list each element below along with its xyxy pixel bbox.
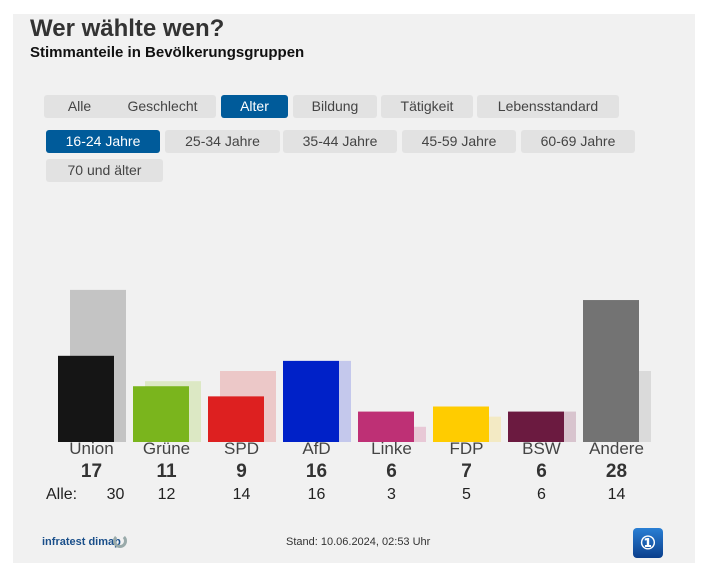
page-subtitle: Stimmanteile in Bevölkerungsgruppen (30, 44, 305, 61)
party-label: Linke (371, 439, 412, 458)
tab-3[interactable]: Bildung (293, 95, 377, 118)
bar-group-6 (508, 411, 564, 442)
subtab-2[interactable]: 35-44 Jahre (283, 130, 397, 153)
party-label: FDP (449, 439, 484, 458)
alle-value: 12 (157, 486, 176, 503)
alle-value: 14 (607, 486, 626, 503)
party-label: BSW (522, 439, 561, 458)
party-label: Andere (589, 439, 644, 458)
group-value: 16 (305, 461, 328, 482)
bar-group-5 (433, 406, 489, 442)
infratest-logo-icon (113, 534, 127, 548)
alle-prefix: Alle: (46, 486, 78, 503)
party-label: Union (69, 439, 114, 458)
alle-value: 5 (462, 486, 471, 503)
bar-group-4 (358, 411, 414, 442)
tab-4[interactable]: Tätigkeit (381, 95, 473, 118)
bar-group-7 (583, 300, 639, 442)
infratest-dimap-logo: infratest dimap (42, 536, 121, 548)
subtab-3[interactable]: 45-59 Jahre (402, 130, 516, 153)
party-label: AfD (302, 439, 331, 458)
subtab-0[interactable]: 16-24 Jahre (46, 130, 160, 153)
party-label: SPD (224, 439, 259, 458)
alle-value: 6 (537, 486, 546, 503)
page-title: Wer wählte wen? (30, 15, 225, 42)
subtab-5[interactable]: 70 und älter (46, 159, 163, 182)
tab-1[interactable]: Geschlecht (109, 95, 216, 118)
group-value: 28 (605, 461, 628, 482)
subtab-4[interactable]: 60-69 Jahre (521, 130, 635, 153)
alle-value: 16 (307, 486, 326, 503)
party-label: Grüne (142, 439, 191, 458)
group-value: 6 (536, 461, 547, 482)
group-value: 9 (236, 461, 247, 482)
tab-5[interactable]: Lebensstandard (477, 95, 619, 118)
timestamp: Stand: 10.06.2024, 02:53 Uhr (286, 536, 431, 548)
group-value: 6 (386, 461, 397, 482)
bar-group-1 (133, 386, 189, 442)
bar-group-0 (58, 355, 114, 442)
subtab-1[interactable]: 25-34 Jahre (165, 130, 280, 153)
tagesschau-logo-icon: ① (633, 528, 663, 558)
alle-value: 3 (387, 486, 396, 503)
group-value: 7 (461, 461, 472, 482)
group-value: 11 (156, 461, 177, 482)
tab-2[interactable]: Alter (221, 95, 288, 118)
group-value: 17 (80, 461, 103, 482)
bar-group-3 (283, 360, 339, 442)
tab-0[interactable]: Alle (44, 95, 115, 118)
bar-group-2 (208, 396, 264, 442)
alle-value: 14 (232, 486, 251, 503)
alle-value: 30 (106, 486, 125, 503)
